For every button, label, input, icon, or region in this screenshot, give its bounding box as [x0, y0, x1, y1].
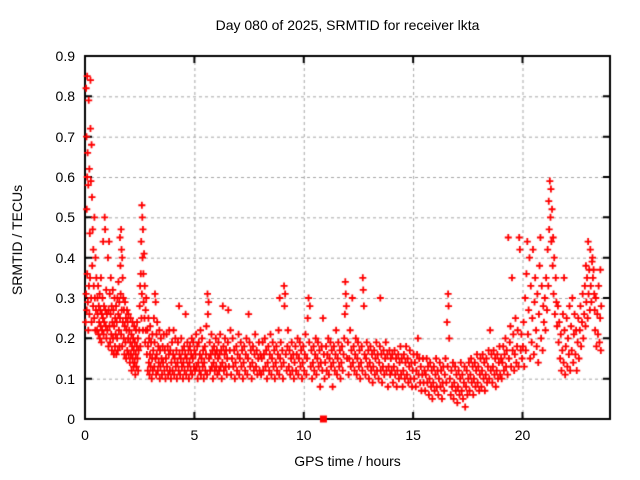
y-tick-label: 0.9: [55, 48, 75, 64]
chart-title: Day 080 of 2025, SRMTID for receiver lkt…: [215, 17, 480, 33]
y-tick-label: 0.3: [55, 290, 75, 306]
y-axis-title: SRMTID / TECUs: [9, 184, 25, 296]
y-tick-label: 0.4: [55, 249, 75, 266]
x-tick-label: 15: [405, 427, 421, 443]
y-tick-label: 0.5: [55, 209, 75, 226]
x-tick-label: 5: [190, 427, 199, 443]
y-tick-label: 0.2: [55, 330, 75, 347]
x-tick-label: 0: [81, 427, 89, 443]
y-tick-label: 0.7: [55, 128, 75, 145]
y-tick-label: 0: [67, 411, 75, 427]
x-tick-label: 10: [295, 427, 312, 443]
y-tick-label: 0.6: [55, 169, 75, 185]
y-tick-label: 0.8: [55, 88, 75, 105]
x-tick-label: 20: [514, 427, 531, 443]
x-axis-title: GPS time / hours: [294, 453, 401, 469]
y-tick-label: 0.1: [55, 370, 75, 387]
